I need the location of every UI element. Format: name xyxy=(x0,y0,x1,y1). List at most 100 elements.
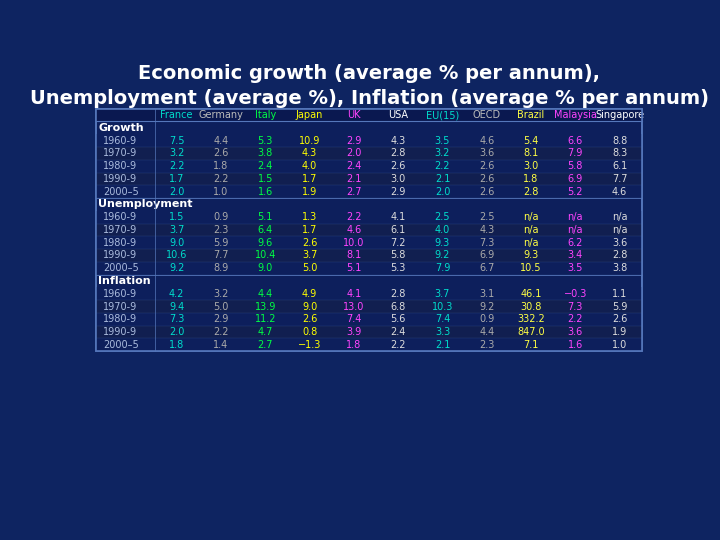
Text: Japan: Japan xyxy=(296,110,323,120)
Bar xyxy=(96,134,642,147)
Text: 1960-9: 1960-9 xyxy=(103,289,137,299)
Bar xyxy=(96,160,642,172)
Text: 2.6: 2.6 xyxy=(612,314,627,325)
Text: 2.8: 2.8 xyxy=(390,289,406,299)
Text: 3.5: 3.5 xyxy=(567,264,583,273)
Text: 5.8: 5.8 xyxy=(567,161,583,171)
Text: 7.3: 7.3 xyxy=(169,314,184,325)
Text: n/a: n/a xyxy=(523,212,539,222)
Text: OECD: OECD xyxy=(473,110,501,120)
Text: 2.4: 2.4 xyxy=(390,327,406,337)
Text: 9.2: 9.2 xyxy=(435,251,450,260)
Text: 2.6: 2.6 xyxy=(479,161,495,171)
Text: 6.9: 6.9 xyxy=(479,251,495,260)
Text: 3.6: 3.6 xyxy=(479,148,495,158)
Text: 9.6: 9.6 xyxy=(258,238,273,248)
Text: 6.1: 6.1 xyxy=(612,161,627,171)
Text: 1970-9: 1970-9 xyxy=(103,148,137,158)
Text: 1.8: 1.8 xyxy=(346,340,361,350)
Text: 2.3: 2.3 xyxy=(213,225,229,235)
Text: 847.0: 847.0 xyxy=(517,327,545,337)
Text: 3.9: 3.9 xyxy=(346,327,361,337)
Text: 2.2: 2.2 xyxy=(435,161,450,171)
Text: 46.1: 46.1 xyxy=(521,289,541,299)
Text: Inflation: Inflation xyxy=(99,276,151,286)
Text: 1.0: 1.0 xyxy=(612,340,627,350)
Text: 3.4: 3.4 xyxy=(568,251,583,260)
Text: −1.3: −1.3 xyxy=(298,340,321,350)
Text: 2.6: 2.6 xyxy=(213,148,229,158)
Text: 2.6: 2.6 xyxy=(479,187,495,197)
Text: 1.4: 1.4 xyxy=(213,340,229,350)
Bar xyxy=(96,287,642,300)
Bar xyxy=(96,300,642,313)
Text: 2.9: 2.9 xyxy=(213,314,229,325)
Text: 3.6: 3.6 xyxy=(568,327,583,337)
Text: 10.0: 10.0 xyxy=(343,238,364,248)
Text: 5.9: 5.9 xyxy=(213,238,229,248)
Text: 9.2: 9.2 xyxy=(169,264,184,273)
Text: 1980-9: 1980-9 xyxy=(103,161,137,171)
Text: 2.9: 2.9 xyxy=(346,136,361,146)
Text: 9.3: 9.3 xyxy=(523,251,539,260)
Text: 4.3: 4.3 xyxy=(479,225,495,235)
Bar xyxy=(96,326,642,339)
Text: 3.7: 3.7 xyxy=(435,289,450,299)
Text: 3.5: 3.5 xyxy=(435,136,450,146)
Text: 4.6: 4.6 xyxy=(479,136,495,146)
Text: 10.6: 10.6 xyxy=(166,251,187,260)
Text: 2.2: 2.2 xyxy=(567,314,583,325)
Text: EU(15): EU(15) xyxy=(426,110,459,120)
Text: 1.3: 1.3 xyxy=(302,212,318,222)
Text: 6.6: 6.6 xyxy=(568,136,583,146)
Text: 8.3: 8.3 xyxy=(612,148,627,158)
Text: 2.8: 2.8 xyxy=(390,148,406,158)
Text: 4.3: 4.3 xyxy=(390,136,406,146)
Text: n/a: n/a xyxy=(612,212,627,222)
Text: 2.2: 2.2 xyxy=(213,174,229,184)
Text: 4.6: 4.6 xyxy=(346,225,361,235)
Text: 2.6: 2.6 xyxy=(302,238,318,248)
Text: n/a: n/a xyxy=(523,238,539,248)
Text: 2.6: 2.6 xyxy=(479,174,495,184)
Text: 3.7: 3.7 xyxy=(302,251,318,260)
Text: 2.8: 2.8 xyxy=(612,251,627,260)
Text: 0.9: 0.9 xyxy=(479,314,495,325)
Text: 10.4: 10.4 xyxy=(255,251,276,260)
Text: 6.4: 6.4 xyxy=(258,225,273,235)
Text: 1.8: 1.8 xyxy=(213,161,229,171)
Text: 7.3: 7.3 xyxy=(479,238,495,248)
Text: n/a: n/a xyxy=(612,225,627,235)
Bar xyxy=(96,109,642,122)
Text: 2.0: 2.0 xyxy=(435,187,450,197)
Text: 1960-9: 1960-9 xyxy=(103,136,137,146)
Bar xyxy=(96,313,642,326)
Text: 4.3: 4.3 xyxy=(302,148,318,158)
Text: 7.2: 7.2 xyxy=(390,238,406,248)
Text: 4.0: 4.0 xyxy=(302,161,318,171)
Text: 5.0: 5.0 xyxy=(302,264,318,273)
Text: 1.7: 1.7 xyxy=(169,174,184,184)
Bar xyxy=(96,237,642,249)
Text: n/a: n/a xyxy=(567,225,583,235)
Text: 3.8: 3.8 xyxy=(258,148,273,158)
Text: 2.3: 2.3 xyxy=(479,340,495,350)
Text: 9.0: 9.0 xyxy=(302,301,318,312)
Text: 9.4: 9.4 xyxy=(169,301,184,312)
Text: 2.1: 2.1 xyxy=(435,340,450,350)
Text: 0.8: 0.8 xyxy=(302,327,318,337)
Text: 2.2: 2.2 xyxy=(169,161,184,171)
Text: 4.2: 4.2 xyxy=(169,289,184,299)
Text: 2000–5: 2000–5 xyxy=(103,340,139,350)
Text: 2.5: 2.5 xyxy=(479,212,495,222)
Text: 7.9: 7.9 xyxy=(435,264,450,273)
Text: 1.5: 1.5 xyxy=(258,174,273,184)
Text: 2000–5: 2000–5 xyxy=(103,264,139,273)
Text: 4.0: 4.0 xyxy=(435,225,450,235)
Text: 10.9: 10.9 xyxy=(299,136,320,146)
Text: 4.4: 4.4 xyxy=(258,289,273,299)
Text: 2.8: 2.8 xyxy=(523,187,539,197)
Text: 13.9: 13.9 xyxy=(255,301,276,312)
Text: 1.1: 1.1 xyxy=(612,289,627,299)
Text: 4.4: 4.4 xyxy=(479,327,495,337)
